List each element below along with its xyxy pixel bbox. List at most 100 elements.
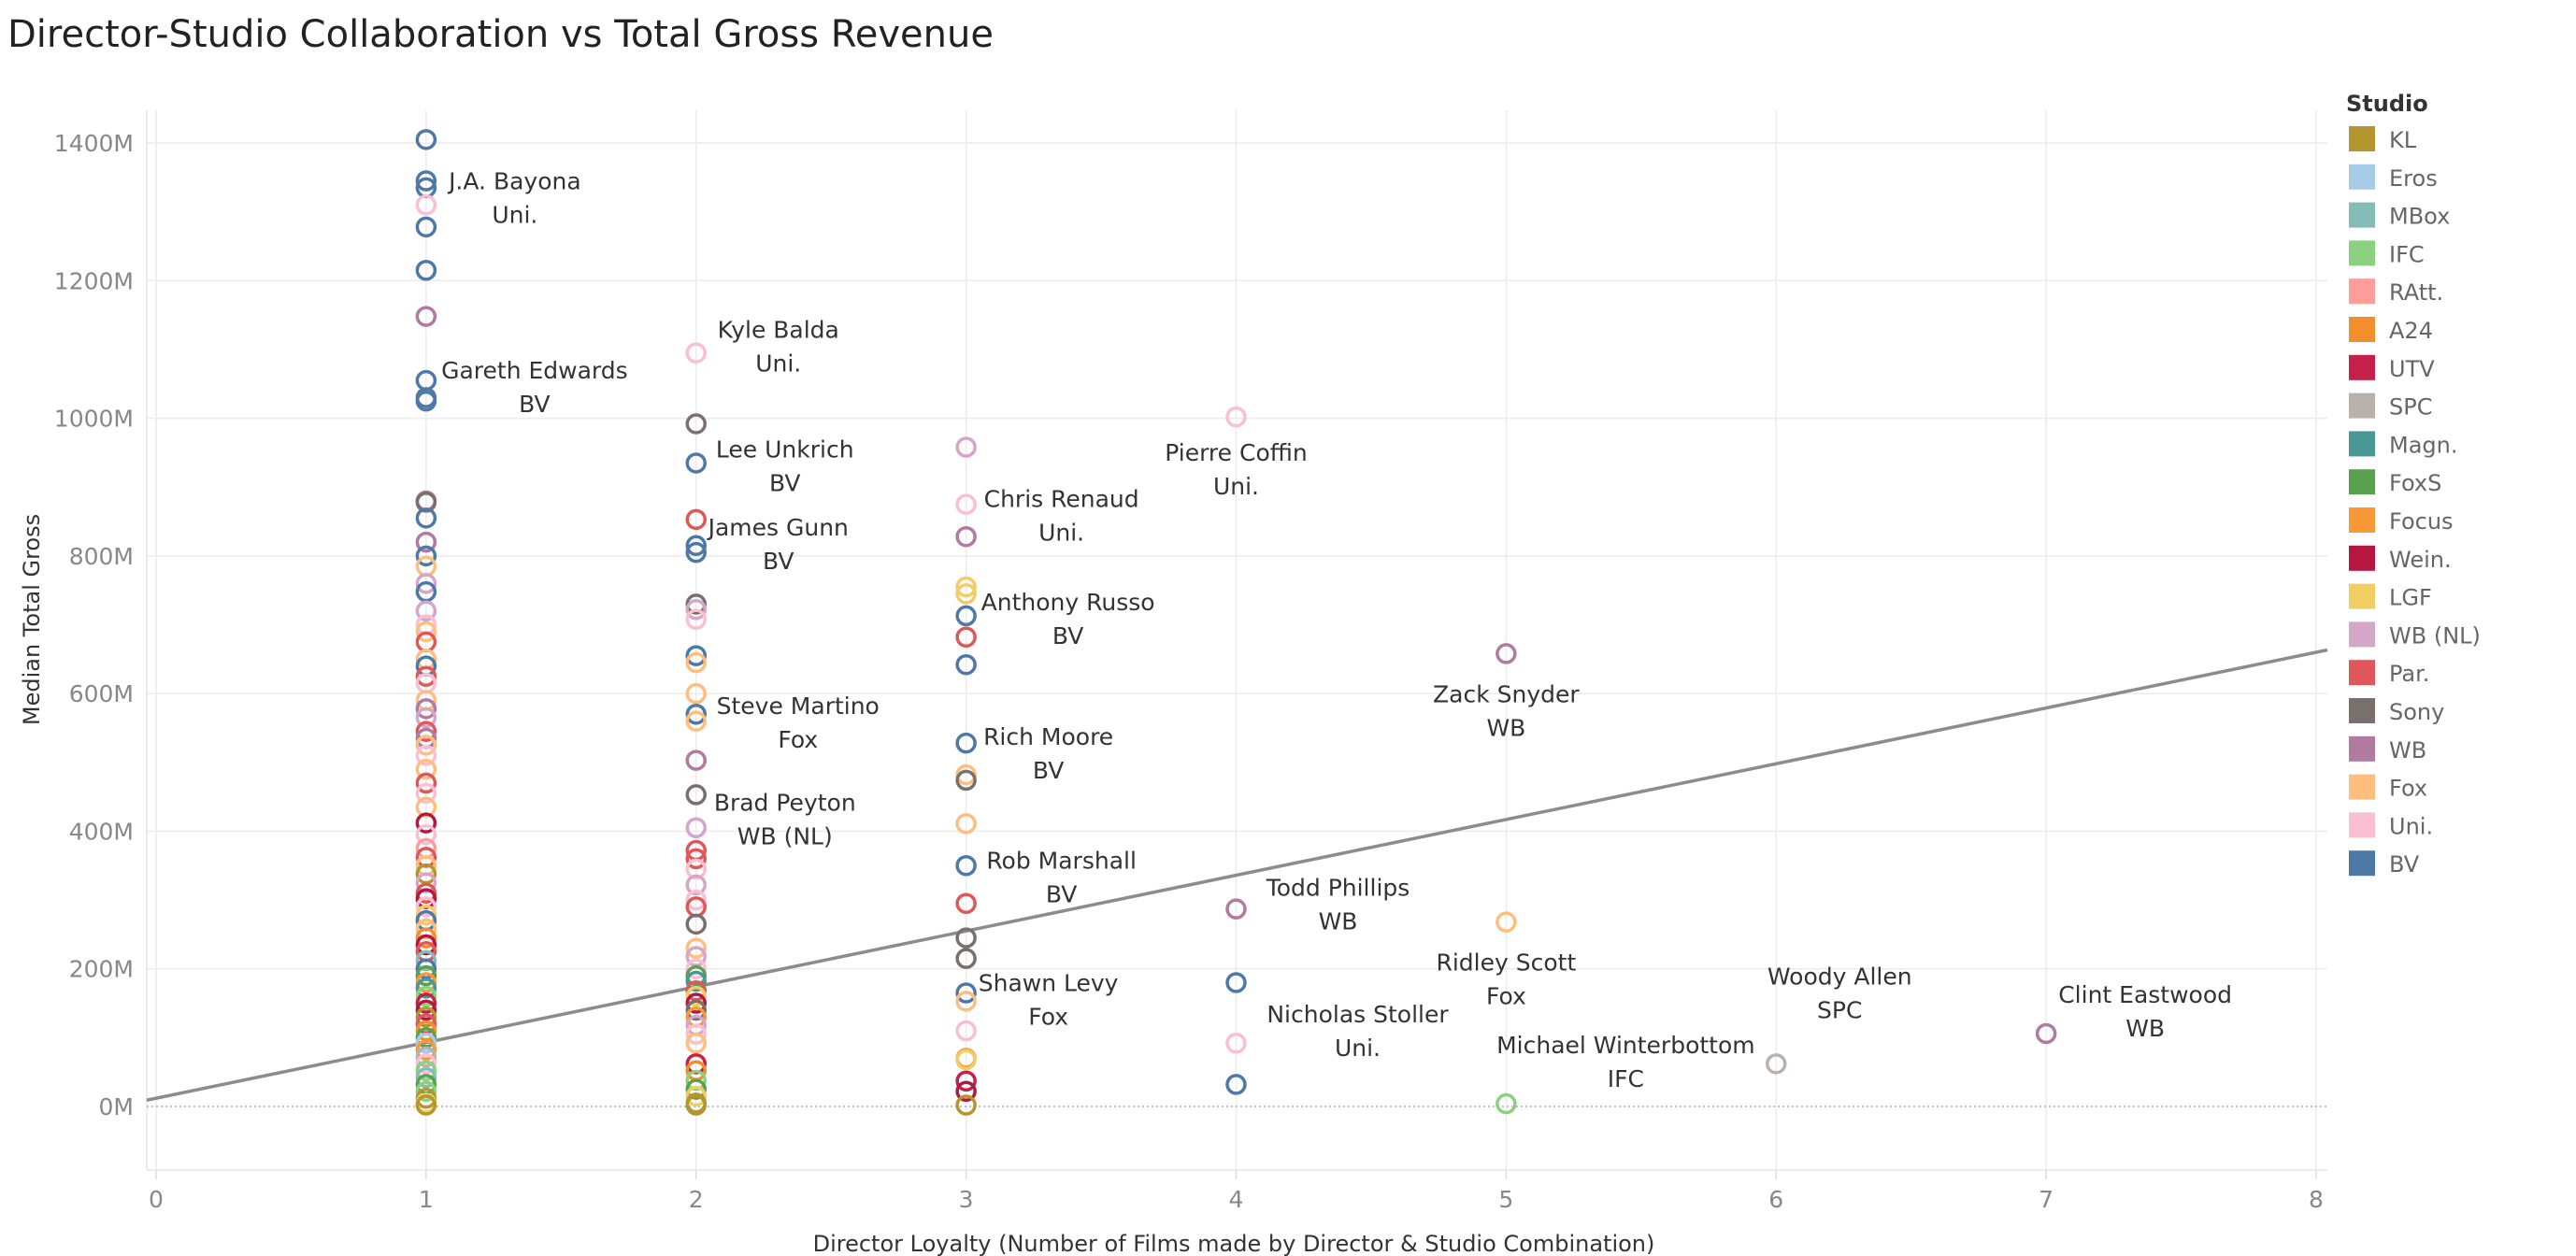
legend-label: Magn. — [2389, 432, 2458, 458]
legend-item: FoxS — [2349, 469, 2441, 496]
data-point — [415, 812, 437, 834]
annotation-studio: BV — [1046, 880, 1077, 907]
y-tick-label: 1400M — [54, 130, 134, 157]
legend-swatch — [2349, 812, 2375, 838]
legend-label: Par. — [2389, 661, 2429, 687]
data-point — [685, 413, 707, 435]
x-tick-label: 1 — [419, 1186, 434, 1213]
data-point — [685, 999, 707, 1021]
annotation-director: J.A. Bayona — [447, 167, 581, 194]
legend-item: Eros — [2349, 164, 2438, 192]
legend-label: Uni. — [2389, 813, 2433, 839]
data-point — [415, 964, 437, 987]
data-point — [955, 982, 977, 1004]
legend-item: Fox — [2349, 774, 2427, 802]
annotation: Gareth Edwards BV — [441, 357, 628, 418]
legend-item: WB (NL) — [2349, 621, 2481, 649]
legend-swatch — [2349, 240, 2375, 266]
annotation: Ridley Scott Fox — [1436, 949, 1576, 1010]
data-point — [955, 493, 977, 515]
legend-item: Sony — [2349, 698, 2444, 725]
data-point — [415, 194, 437, 216]
data-point — [685, 958, 707, 979]
data-point — [415, 507, 437, 529]
data-point — [955, 769, 977, 792]
legend-swatch — [2349, 583, 2375, 609]
annotation-director: Anthony Russo — [981, 589, 1155, 616]
annotation-director: Shawn Levy — [979, 969, 1119, 996]
legend-label: KL — [2389, 127, 2417, 153]
data-point — [1225, 1032, 1247, 1054]
x-tick-label: 8 — [2309, 1186, 2324, 1213]
legend-item: KL — [2349, 126, 2417, 153]
data-point — [685, 682, 707, 705]
y-tick-label: 600M — [69, 680, 134, 707]
data-point — [955, 813, 977, 835]
data-point — [415, 1060, 437, 1081]
data-point — [685, 342, 707, 364]
legend-swatch — [2349, 698, 2375, 723]
legend-item: LGF — [2349, 583, 2432, 611]
legend-item: WB — [2349, 735, 2426, 764]
annotation-studio: Uni. — [1038, 520, 1084, 547]
gridlines — [147, 110, 2327, 1170]
data-point — [1225, 972, 1247, 993]
data-point — [955, 1080, 977, 1103]
data-point — [955, 653, 977, 676]
legend-label: BV — [2389, 851, 2420, 878]
legend-swatch — [2349, 354, 2375, 380]
data-point — [685, 1032, 707, 1054]
legend-item: Wein. — [2349, 545, 2452, 573]
data-point — [685, 970, 707, 992]
data-point — [1496, 1092, 1517, 1115]
annotation-director: Pierre Coffin — [1165, 439, 1308, 466]
data-point — [955, 855, 977, 877]
legend-item: MBox — [2349, 202, 2450, 230]
annotation: Kyle Balda Uni. — [718, 317, 839, 378]
data-point — [955, 732, 977, 754]
data-point — [415, 216, 437, 238]
legend-label: Focus — [2389, 508, 2454, 535]
data-point — [1225, 1074, 1247, 1095]
annotation-studio: SPC — [1817, 996, 1862, 1023]
legend-swatch — [2349, 545, 2375, 571]
legend-swatch — [2349, 126, 2375, 151]
trend-line — [146, 648, 2328, 1102]
legend-item: Magn. — [2349, 431, 2458, 458]
data-point — [415, 600, 437, 622]
data-point — [415, 390, 437, 412]
legend-item: IFC — [2349, 240, 2425, 267]
annotation: Clint Eastwood WB — [2058, 981, 2232, 1042]
annotation: Lee Unkrich BV — [716, 435, 854, 496]
data-point — [415, 545, 437, 567]
legend-label: Fox — [2389, 776, 2427, 802]
data-point — [685, 535, 707, 557]
data-point — [955, 1020, 977, 1042]
annotation: Brad Peyton WB (NL) — [714, 790, 856, 850]
data-point — [955, 626, 977, 649]
data-point — [415, 735, 437, 756]
x-tick-label: 6 — [1768, 1186, 1783, 1213]
data-point — [415, 999, 437, 1021]
data-point — [415, 1006, 437, 1028]
data-point — [685, 784, 707, 806]
annotation-studio: WB — [1486, 714, 1525, 741]
x-tick-label: 4 — [1229, 1186, 1244, 1213]
data-point — [685, 937, 707, 959]
annotation-studio: BV — [763, 548, 794, 575]
y-tick-label: 200M — [69, 956, 134, 983]
x-tick-label: 5 — [1498, 1186, 1513, 1213]
annotation-studio: Uni. — [492, 201, 537, 228]
data-point — [415, 1046, 437, 1068]
data-point — [685, 608, 707, 630]
data-point — [685, 1023, 707, 1045]
data-point — [685, 508, 707, 531]
annotation-studio: Uni. — [1213, 473, 1259, 500]
legend-label: Eros — [2389, 165, 2438, 192]
annotation-studio: BV — [769, 469, 800, 496]
chart-title: Director-Studio Collaboration vs Total G… — [7, 13, 994, 56]
legend-swatch — [2349, 621, 2375, 648]
data-point — [955, 1094, 977, 1116]
y-axis-title: Median Total Gross — [19, 514, 45, 725]
data-point — [415, 934, 437, 956]
